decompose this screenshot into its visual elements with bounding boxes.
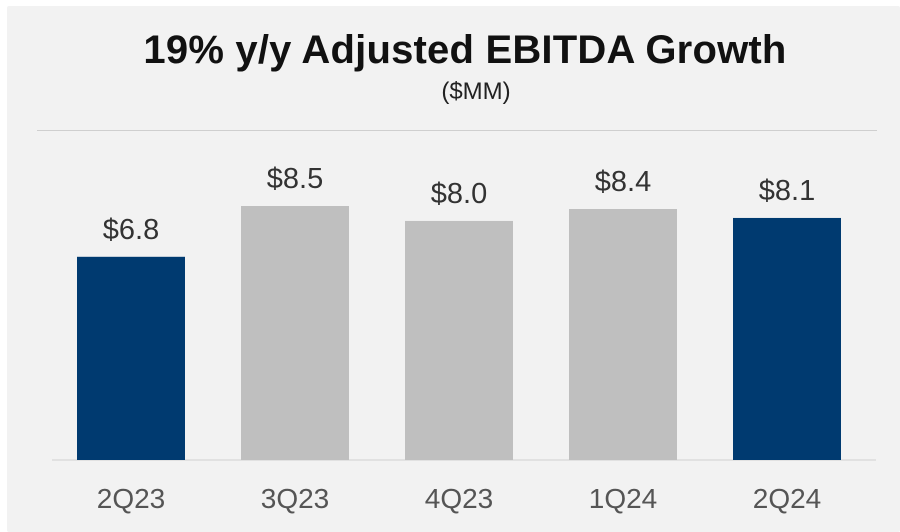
chart-subtitle: ($MM) [441, 78, 511, 105]
bar-value-label-4q23: $8.0 [431, 178, 487, 210]
x-tick-label-2q23: 2Q23 [97, 483, 166, 514]
x-tick-label-3q23: 3Q23 [261, 483, 330, 514]
bar-2q24 [733, 217, 841, 460]
title-divider [37, 130, 877, 131]
x-tick-label-2q24: 2Q24 [753, 483, 822, 514]
bar-3q23 [241, 206, 349, 460]
chart-title: 19% y/y Adjusted EBITDA Growth [143, 28, 787, 72]
bar-value-label-2q24: $8.1 [759, 175, 815, 207]
bar-1q24 [569, 208, 677, 460]
bar-value-label-2q23: $6.8 [103, 214, 159, 246]
x-tick-label-1q24: 1Q24 [589, 483, 658, 514]
bar-2q23 [77, 256, 185, 460]
bar-value-label-3q23: $8.5 [267, 163, 323, 195]
bar-4q23 [405, 220, 513, 460]
bar-value-label-1q24: $8.4 [595, 166, 651, 198]
x-tick-label-4q23: 4Q23 [425, 483, 494, 514]
